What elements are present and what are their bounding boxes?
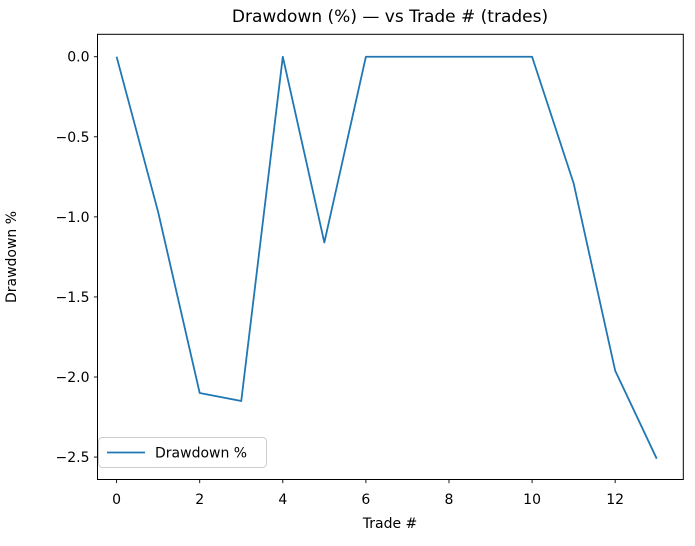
legend-label: Drawdown %	[155, 446, 247, 462]
y-tick-label: −1.5	[56, 290, 90, 306]
y-tick-label: 0.0	[67, 50, 89, 66]
x-tick-label: 4	[278, 492, 287, 508]
y-axis-label: Drawdown %	[4, 211, 20, 303]
legend-box	[98, 437, 267, 468]
plot-area: 0 2 4 6 8 10 12 0.0 −0.5 −1.0 −1.5 −2.0 −2.5 Drawdown…	[56, 33, 684, 508]
x-tick-label: 6	[361, 492, 370, 508]
x-tick-label: 0	[112, 492, 121, 508]
x-tick-label: 12	[606, 492, 624, 508]
x-tick-label: 10	[523, 492, 541, 508]
y-tick-label: −2.5	[56, 450, 90, 466]
y-tick-label: −0.5	[56, 130, 90, 146]
axes-frame	[97, 33, 684, 481]
drawdown-line	[115, 55, 658, 460]
x-tick-label: 2	[195, 492, 204, 508]
x-tick-label: 8	[445, 492, 454, 508]
x-axis-label: Trade #	[362, 516, 418, 532]
chart-title: Drawdown (%) — vs Trade # (trades)	[232, 7, 548, 27]
y-tick-label: −2.0	[56, 370, 90, 386]
y-tick-label: −1.0	[56, 210, 90, 226]
